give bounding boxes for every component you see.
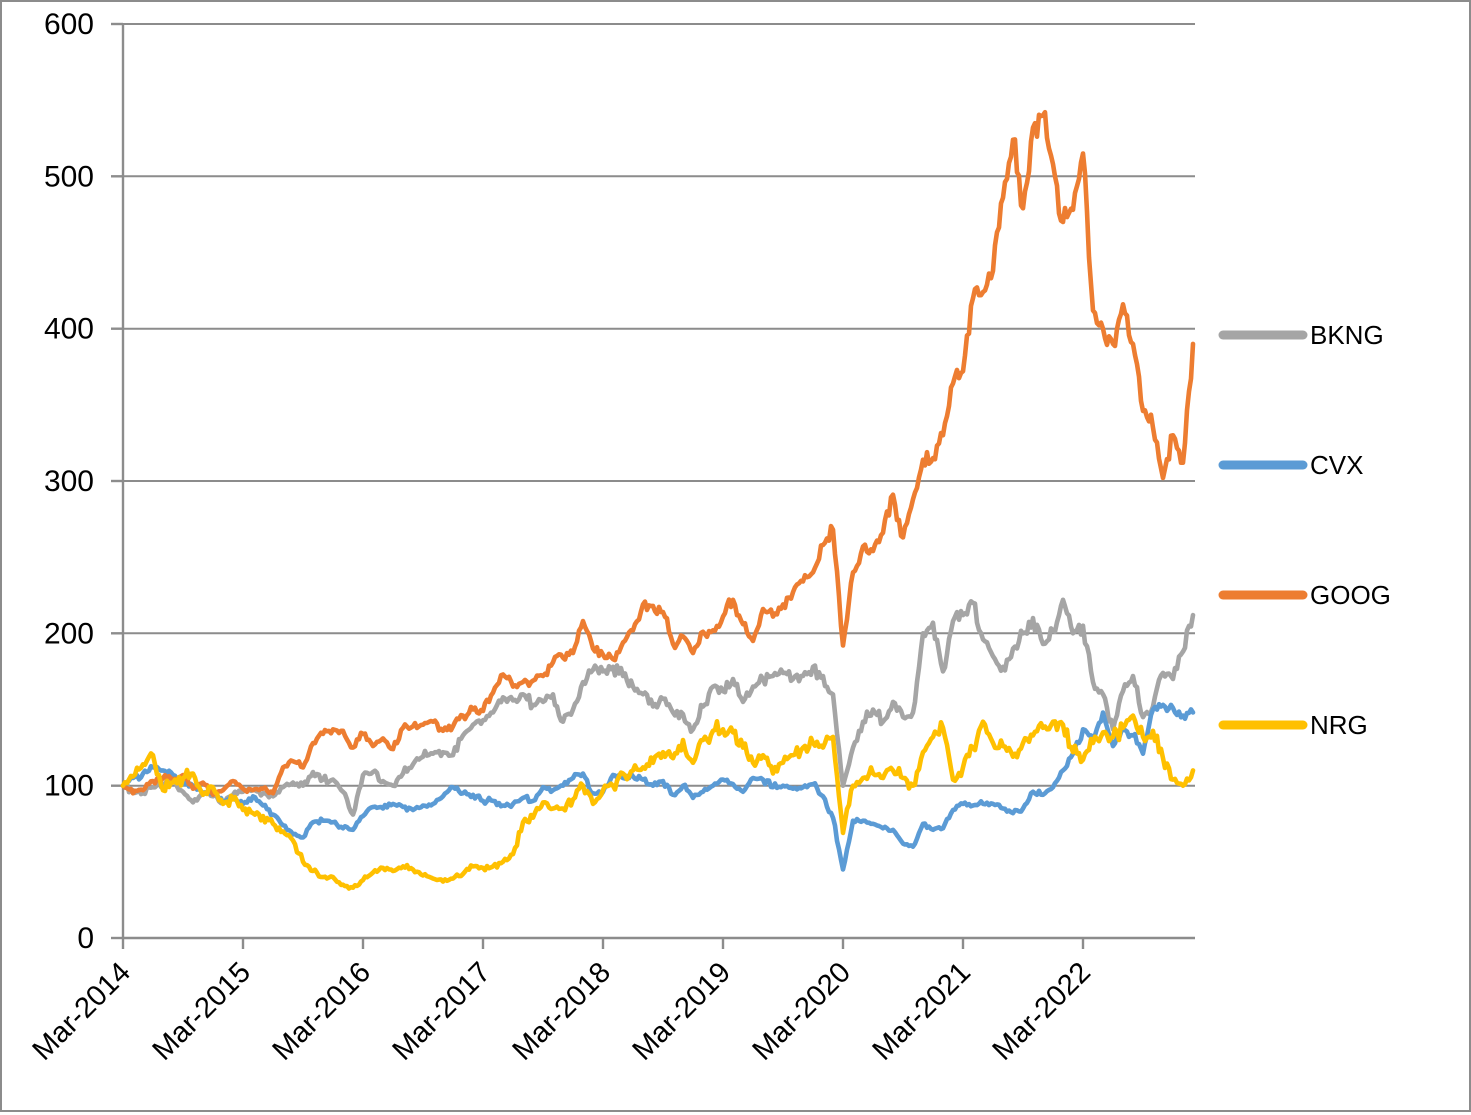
legend-label-nrg: NRG bbox=[1310, 710, 1368, 740]
x-label-2022: Mar-2022 bbox=[987, 956, 1097, 1066]
y-label-400: 400 bbox=[44, 313, 94, 346]
x-label-2016: Mar-2016 bbox=[267, 956, 377, 1066]
legend-label-goog: GOOG bbox=[1310, 580, 1391, 610]
x-label-2021: Mar-2021 bbox=[867, 956, 977, 1066]
series-line-goog bbox=[120, 109, 1196, 798]
legend-label-bkng: BKNG bbox=[1310, 320, 1384, 350]
x-label-2020: Mar-2020 bbox=[747, 956, 857, 1066]
x-label-2017: Mar-2017 bbox=[387, 956, 497, 1066]
series-line-cvx bbox=[120, 701, 1196, 872]
y-label-500: 500 bbox=[44, 160, 94, 193]
series-layer bbox=[120, 109, 1196, 891]
y-label-200: 200 bbox=[44, 617, 94, 650]
legend-item-goog: GOOG bbox=[1218, 580, 1391, 610]
x-label-2019: Mar-2019 bbox=[627, 956, 737, 1066]
y-label-100: 100 bbox=[44, 770, 94, 803]
legend-item-cvx: CVX bbox=[1218, 450, 1363, 480]
legend-label-cvx: CVX bbox=[1310, 450, 1363, 480]
y-label-0: 0 bbox=[77, 922, 94, 955]
series-line-nrg bbox=[120, 713, 1196, 891]
series-line-bkng bbox=[120, 597, 1196, 817]
x-tick-marks bbox=[121, 938, 1085, 949]
x-label-2015: Mar-2015 bbox=[147, 956, 257, 1066]
legend-item-bkng: BKNG bbox=[1218, 320, 1384, 350]
y-label-600: 600 bbox=[44, 8, 94, 41]
y-label-300: 300 bbox=[44, 465, 94, 498]
legend-item-nrg: NRG bbox=[1218, 710, 1368, 740]
y-axis-labels: 0 100 200 300 400 500 600 bbox=[44, 8, 94, 955]
x-label-2014: Mar-2014 bbox=[27, 956, 137, 1066]
legend: BKNG CVX GOOG NRG bbox=[1218, 320, 1391, 740]
x-axis-labels: Mar-2014 Mar-2015 Mar-2016 Mar-2017 Mar-… bbox=[27, 956, 1097, 1066]
x-label-2018: Mar-2018 bbox=[507, 956, 617, 1066]
y-tick-marks bbox=[111, 22, 123, 940]
gridlines bbox=[123, 23, 1195, 787]
